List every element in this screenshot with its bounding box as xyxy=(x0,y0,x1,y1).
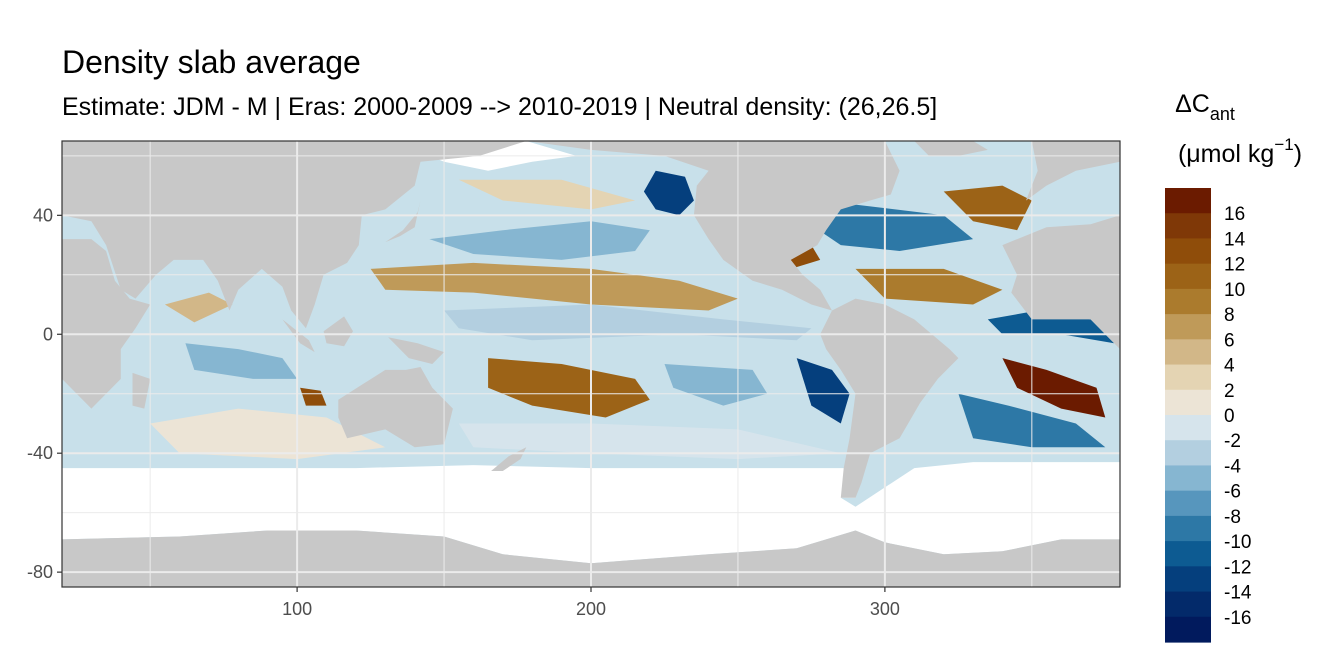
legend-swatch xyxy=(1165,541,1211,567)
legend-label: 6 xyxy=(1224,330,1235,351)
land-north-america xyxy=(526,141,900,311)
legend-swatch xyxy=(1165,339,1211,366)
x-tick-label: 100 xyxy=(282,599,312,619)
land-africa xyxy=(62,239,151,439)
legend-swatch xyxy=(1165,188,1211,214)
legend-swatch xyxy=(1165,364,1211,391)
anomaly-south-pacific-light xyxy=(458,423,841,460)
y-tick-label: -80 xyxy=(27,562,53,582)
grid-lines xyxy=(62,141,1120,587)
anomaly-arabian-tan xyxy=(164,292,233,323)
x-tick-label: 300 xyxy=(870,599,900,619)
legend-title-main: ΔC xyxy=(1175,90,1210,118)
legend-units-superscript: −1 xyxy=(1274,135,1293,154)
legend-swatch xyxy=(1165,213,1211,240)
land-australia xyxy=(338,367,453,448)
land-borneo xyxy=(323,316,353,347)
legend-swatch xyxy=(1165,314,1211,340)
legend-swatch xyxy=(1165,389,1211,416)
legend-label: -14 xyxy=(1224,583,1252,604)
legend-title-subscript: ant xyxy=(1210,104,1235,124)
legend-label: 10 xyxy=(1224,280,1245,301)
legend-swatch xyxy=(1165,288,1211,315)
y-tick-label: 0 xyxy=(43,324,53,344)
legend-label: 14 xyxy=(1224,229,1246,250)
legend-swatch xyxy=(1165,465,1211,492)
anomaly-nw-atlantic-blue xyxy=(814,200,974,251)
anomaly-indian-blue xyxy=(185,343,298,379)
anomaly-south-pacific-blue-right xyxy=(664,364,768,406)
legend-label: 4 xyxy=(1224,356,1235,377)
anomaly-s-atlantic-brown xyxy=(1002,358,1106,418)
legend-label: -4 xyxy=(1224,456,1241,477)
legend-swatch xyxy=(1165,515,1211,542)
legend-swatch xyxy=(1165,566,1211,593)
land-south-america xyxy=(820,298,959,498)
legend-swatch xyxy=(1165,490,1211,517)
anomaly-equatorial-pacific xyxy=(444,304,812,341)
x-tick-label: 200 xyxy=(576,599,606,619)
legend-swatch xyxy=(1165,440,1211,467)
anomaly-indian-south-tan xyxy=(300,387,327,406)
legend-swatch xyxy=(1165,415,1211,441)
land-new-guinea xyxy=(388,337,445,364)
chart-subtitle: Estimate: JDM - M | Eras: 2000-2009 --> … xyxy=(62,93,938,121)
anomaly-peru-deep-blue xyxy=(796,358,850,424)
legend-label: -12 xyxy=(1224,557,1251,578)
colorbar-legend: ΔCant (μmol kg−1) 16 14 12 10 8 6 4 2 0 -2 -4 -6 -8 -… xyxy=(1165,90,1302,643)
legend-swatch xyxy=(1165,263,1211,290)
legend-label: 0 xyxy=(1224,406,1235,427)
chart-title: Density slab average xyxy=(62,44,361,80)
legend-title: ΔCant xyxy=(1175,90,1235,124)
land-eurasia xyxy=(62,141,527,329)
anomaly-n-atlantic-sub-tan xyxy=(855,268,1003,305)
land-sumatra xyxy=(282,319,315,353)
anomaly-n-atlantic-tan xyxy=(943,185,1032,231)
legend-label: -8 xyxy=(1224,507,1241,528)
anomaly-indian-light xyxy=(150,408,386,460)
legend-label: -6 xyxy=(1224,482,1241,503)
legend-label: 8 xyxy=(1224,305,1235,326)
legend-units-prefix: (μmol kg xyxy=(1178,140,1274,168)
anomaly-south-pacific-tan xyxy=(488,358,650,418)
legend-label: -16 xyxy=(1224,608,1251,629)
legend-units-suffix: ) xyxy=(1294,140,1302,168)
legend-label: 12 xyxy=(1224,255,1245,276)
legend-swatch xyxy=(1165,238,1211,265)
legend-units: (μmol kg−1) xyxy=(1178,135,1302,168)
legend-label: -10 xyxy=(1224,532,1251,553)
legend-label: 16 xyxy=(1224,204,1245,225)
y-tick-label: 40 xyxy=(33,205,53,225)
legend-label: -2 xyxy=(1224,431,1241,452)
anomaly-north-pacific-mid xyxy=(429,221,650,260)
anomaly-north-pacific-blue xyxy=(643,170,694,216)
land-japan xyxy=(385,200,421,243)
legend-label: 2 xyxy=(1224,381,1235,402)
land-greenland xyxy=(914,141,988,156)
legend-swatch xyxy=(1165,591,1211,618)
y-tick-label: -40 xyxy=(27,443,53,463)
land-madagascar xyxy=(132,372,151,409)
legend-swatch xyxy=(1165,616,1211,643)
